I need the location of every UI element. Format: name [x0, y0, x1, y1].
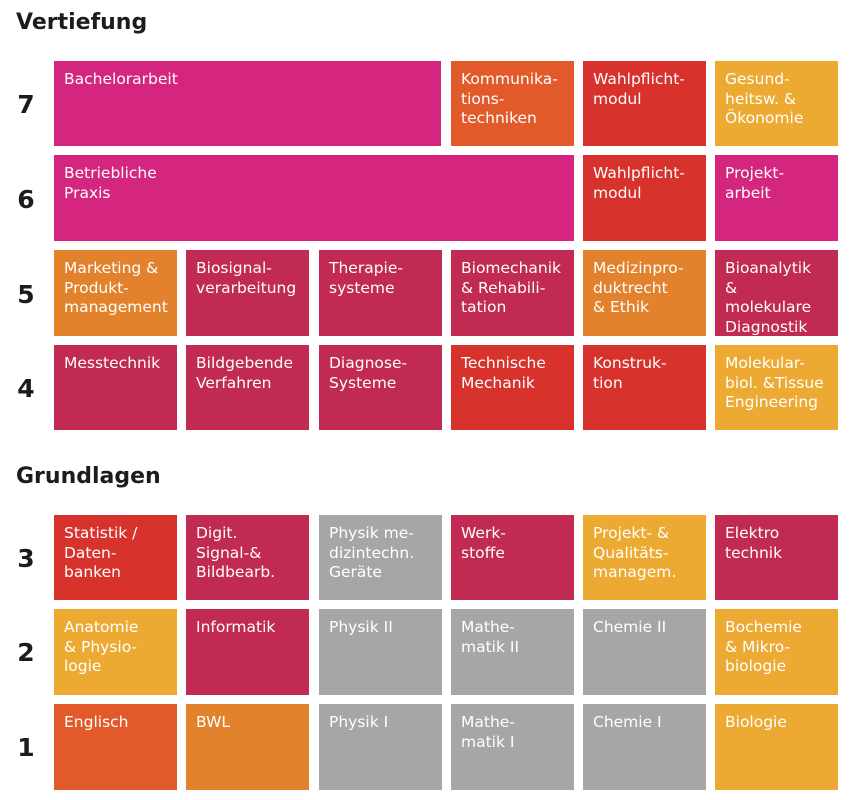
module-biomechanik-rehabilitation: Biomechanik & Rehabili- tation	[451, 250, 574, 336]
semester-label-6: 6	[17, 185, 35, 214]
module-anatomie-physiologie: Anatomie & Physio- logie	[54, 609, 177, 695]
semester-label-1: 1	[17, 733, 35, 762]
section-title-grundlagen: Grundlagen	[16, 464, 161, 489]
module-informatik: Informatik	[186, 609, 309, 695]
module-chemie-2: Chemie II	[583, 609, 706, 695]
module-englisch: Englisch	[54, 704, 177, 790]
module-physik-1: Physik I	[319, 704, 442, 790]
module-biosignalverarbeitung: Biosignal- verarbeitung	[186, 250, 309, 336]
module-betriebliche-praxis: Betriebliche Praxis	[54, 155, 574, 241]
module-medizinprodukterecht-ethik: Medizinpro- duktrecht & Ethik	[583, 250, 706, 336]
semester-label-4: 4	[17, 374, 35, 403]
semester-label-7: 7	[17, 90, 35, 119]
module-statistik-datenbanken: Statistik / Daten- banken	[54, 515, 177, 600]
module-bwl: BWL	[186, 704, 309, 790]
module-wahlpflichtmodul-7: Wahlpflicht- modul	[583, 61, 706, 146]
module-projekt-qualitaetsmanagement: Projekt- & Qualitäts- managem.	[583, 515, 706, 600]
module-elektrotechnik: Elektro technik	[715, 515, 838, 600]
module-wahlpflichtmodul-6: Wahlpflicht- modul	[583, 155, 706, 241]
semester-label-5: 5	[17, 280, 35, 309]
module-mathematik-1: Mathe- matik I	[451, 704, 574, 790]
module-bildgebende-verfahren: Bildgebende Verfahren	[186, 345, 309, 430]
semester-label-3: 3	[17, 544, 35, 573]
module-werkstoffe: Werk- stoffe	[451, 515, 574, 600]
module-bachelorarbeit: Bachelorarbeit	[54, 61, 441, 146]
module-diagnosesysteme: Diagnose- Systeme	[319, 345, 442, 430]
module-mathematik-2: Mathe- matik II	[451, 609, 574, 695]
module-therapiesysteme: Therapie- systeme	[319, 250, 442, 336]
module-projektarbeit: Projekt- arbeit	[715, 155, 838, 241]
module-technische-mechanik: Technische Mechanik	[451, 345, 574, 430]
module-konstruktion: Konstruk- tion	[583, 345, 706, 430]
module-biologie: Biologie	[715, 704, 838, 790]
module-messtechnik: Messtechnik	[54, 345, 177, 430]
module-tissue-engineering: Molekular- biol. &Tissue Engineering	[715, 345, 838, 430]
module-physik-2: Physik II	[319, 609, 442, 695]
module-kommunikationstechniken: Kommunika- tions- techniken	[451, 61, 574, 146]
semester-label-2: 2	[17, 638, 35, 667]
module-signal-bildbearbeitung: Digit. Signal-& Bildbearb.	[186, 515, 309, 600]
section-title-vertiefung: Vertiefung	[16, 10, 148, 35]
module-bioanalytik-diagnostik: Bioanalytik & molekulare Diagnostik	[715, 250, 838, 336]
module-physik-medizintechnischer-geraete: Physik me- dizintechn. Geräte	[319, 515, 442, 600]
module-gesundheitsoekonomie: Gesund- heitsw. & Ökonomie	[715, 61, 838, 146]
module-biochemie-mikrobiologie: Bochemie & Mikro- biologie	[715, 609, 838, 695]
module-marketing-produktmanagement: Marketing & Produkt- management	[54, 250, 177, 336]
module-chemie-1: Chemie I	[583, 704, 706, 790]
